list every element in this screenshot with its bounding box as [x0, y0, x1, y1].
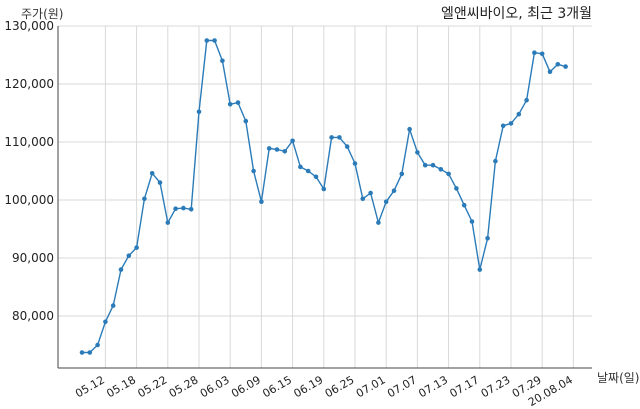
x-tick-label: 06.09: [229, 373, 263, 400]
y-tick-labels: 80,000 90,000 100,000 110,000 120,000 130,000: [4, 19, 54, 323]
data-point: [118, 267, 124, 272]
data-point: [87, 350, 93, 355]
data-point: [149, 171, 155, 176]
data-point: [493, 158, 498, 164]
data-point: [103, 319, 108, 325]
data-point: [563, 64, 568, 69]
data-point: [469, 219, 475, 224]
data-point: [454, 186, 459, 191]
data-point: [95, 342, 100, 348]
data-point: [360, 196, 366, 202]
data-point: [500, 123, 506, 129]
y-tick-label: 90,000: [12, 251, 54, 265]
data-point: [461, 202, 467, 208]
x-tick-label: 07.13: [416, 373, 450, 400]
data-point: [305, 168, 311, 174]
data-point: [368, 190, 373, 196]
grid: [58, 25, 592, 368]
data-point: [477, 267, 483, 272]
data-point: [212, 38, 217, 43]
data-point: [524, 97, 529, 103]
x-tick-label: 05.18: [104, 373, 138, 400]
y-tick-label: 80,000: [12, 309, 54, 323]
data-point: [337, 135, 342, 140]
x-axis-label: 날짜(일): [597, 371, 639, 385]
y-tick-label: 130,000: [4, 19, 54, 33]
data-point: [79, 350, 85, 355]
x-tick-label: 07.17: [448, 373, 482, 400]
data-point: [188, 207, 194, 212]
data-point: [204, 38, 210, 43]
data-point: [173, 206, 178, 211]
y-tick-label: 120,000: [4, 77, 54, 91]
y-axis-label: 주가(원): [21, 7, 63, 21]
data-point: [516, 111, 522, 117]
y-tick-label: 110,000: [4, 135, 54, 149]
data-point: [415, 150, 420, 155]
x-tick-label: 05.12: [73, 373, 107, 400]
data-point: [274, 147, 280, 152]
data-point: [376, 220, 381, 225]
data-point: [391, 188, 397, 193]
data-point: [227, 102, 233, 107]
data-point: [383, 199, 389, 204]
series-points: [79, 38, 568, 355]
data-point: [298, 164, 303, 170]
y-tick-label: 100,000: [4, 193, 54, 207]
x-tick-labels: 05.1205.1805.2205.2806.0306.0906.1506.19…: [73, 373, 575, 409]
data-point: [259, 199, 264, 204]
data-point: [110, 303, 116, 308]
data-point: [290, 138, 295, 144]
data-point: [344, 144, 350, 149]
data-point: [547, 69, 553, 75]
data-point: [407, 126, 412, 132]
x-tick-label: 06.03: [198, 373, 232, 400]
data-point: [422, 162, 428, 168]
data-point: [399, 171, 405, 177]
chart-title: 엘앤씨바이오, 최근 3개월: [441, 6, 592, 22]
data-point: [181, 205, 186, 211]
x-tick-label: 06.15: [260, 373, 294, 400]
x-tick-label: 05.22: [136, 373, 170, 400]
x-tick-label: 07.01: [354, 373, 388, 400]
data-point: [352, 161, 358, 166]
data-point: [430, 162, 436, 168]
x-tick-label: 06.19: [292, 373, 326, 400]
x-tick-label: 07.07: [385, 373, 419, 400]
data-point: [329, 135, 334, 140]
data-point: [266, 146, 272, 151]
data-point: [196, 109, 202, 115]
x-tick-label: 07.23: [479, 373, 513, 400]
data-point: [243, 118, 249, 124]
data-point: [446, 171, 451, 177]
data-point: [555, 62, 561, 67]
data-point: [220, 58, 225, 64]
data-point: [485, 236, 490, 241]
data-point: [142, 196, 147, 202]
data-point: [532, 50, 537, 55]
data-point: [282, 149, 288, 154]
data-point: [235, 100, 241, 105]
data-point: [321, 186, 327, 192]
data-point: [165, 220, 171, 225]
data-point: [251, 168, 256, 174]
data-point: [438, 167, 444, 172]
x-tick-label: 06.25: [323, 373, 357, 400]
data-point: [539, 51, 545, 57]
data-point: [126, 253, 132, 258]
axes: [57, 26, 592, 369]
data-point: [134, 245, 139, 250]
data-point: [508, 121, 514, 126]
data-point: [157, 180, 163, 185]
data-point: [313, 174, 319, 180]
x-tick-label: 05.28: [167, 373, 201, 400]
